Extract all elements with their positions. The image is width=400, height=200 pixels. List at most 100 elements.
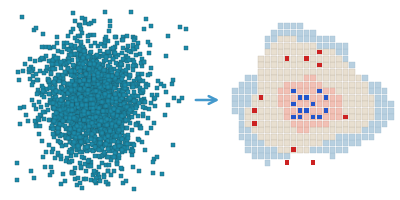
Point bbox=[100, 80, 106, 84]
Point bbox=[82, 177, 89, 181]
Point bbox=[93, 99, 99, 103]
Point bbox=[89, 101, 96, 104]
Point bbox=[114, 115, 120, 118]
Point bbox=[82, 140, 88, 143]
Point bbox=[86, 98, 92, 102]
Point bbox=[89, 106, 95, 109]
Point bbox=[68, 43, 74, 46]
Bar bbox=[310, 69, 316, 74]
Point bbox=[89, 100, 95, 103]
Point bbox=[86, 76, 92, 79]
Point bbox=[96, 97, 102, 100]
Point bbox=[101, 69, 107, 72]
Point bbox=[93, 99, 100, 103]
Point bbox=[103, 71, 110, 74]
Point bbox=[51, 85, 58, 88]
Point bbox=[86, 100, 93, 103]
Point bbox=[103, 104, 109, 107]
Bar bbox=[323, 140, 329, 146]
Point bbox=[105, 101, 112, 105]
Point bbox=[88, 102, 94, 105]
Point bbox=[183, 47, 189, 50]
Point bbox=[139, 72, 145, 75]
Point bbox=[88, 108, 94, 111]
Point bbox=[94, 71, 101, 74]
Bar bbox=[330, 56, 335, 62]
Point bbox=[94, 117, 101, 120]
Point bbox=[36, 100, 43, 103]
Point bbox=[91, 109, 98, 112]
Point bbox=[120, 35, 126, 39]
Point bbox=[69, 171, 76, 175]
Point bbox=[97, 87, 104, 90]
Point bbox=[82, 99, 88, 102]
Point bbox=[94, 86, 100, 89]
Point bbox=[87, 113, 94, 116]
Point bbox=[91, 19, 97, 22]
Point bbox=[105, 98, 111, 101]
Point bbox=[110, 121, 116, 125]
Point bbox=[138, 58, 145, 61]
Point bbox=[67, 98, 74, 101]
Bar bbox=[330, 147, 335, 152]
Point bbox=[87, 105, 94, 108]
Point bbox=[98, 76, 104, 79]
Point bbox=[61, 45, 67, 48]
Point bbox=[78, 96, 84, 99]
Point bbox=[77, 58, 84, 61]
Point bbox=[74, 118, 80, 122]
Point bbox=[91, 90, 97, 93]
Point bbox=[104, 108, 110, 111]
Point bbox=[64, 156, 70, 160]
Point bbox=[82, 104, 88, 107]
Point bbox=[94, 93, 100, 97]
Bar bbox=[258, 88, 264, 94]
Point bbox=[88, 97, 94, 100]
Point bbox=[87, 94, 94, 98]
Point bbox=[92, 103, 98, 107]
Point bbox=[102, 129, 109, 132]
Bar bbox=[278, 88, 283, 94]
Point bbox=[89, 101, 96, 104]
Point bbox=[118, 70, 124, 73]
Point bbox=[99, 102, 106, 105]
Point bbox=[58, 155, 64, 158]
Point bbox=[122, 146, 128, 149]
Point bbox=[124, 64, 131, 68]
Point bbox=[88, 164, 94, 168]
Point bbox=[88, 101, 95, 105]
Point bbox=[89, 121, 96, 125]
Point bbox=[68, 107, 75, 110]
Point bbox=[92, 97, 99, 101]
Point bbox=[70, 71, 77, 74]
Point bbox=[58, 117, 64, 120]
Point bbox=[100, 108, 107, 112]
Point bbox=[58, 118, 65, 121]
Point bbox=[80, 118, 87, 121]
Point bbox=[88, 83, 94, 86]
Point bbox=[67, 161, 74, 164]
Point bbox=[92, 106, 98, 110]
Point bbox=[92, 91, 98, 94]
Point bbox=[71, 84, 77, 87]
Point bbox=[67, 71, 73, 74]
Point bbox=[88, 83, 94, 86]
Point bbox=[86, 89, 92, 92]
Bar bbox=[362, 114, 368, 120]
Point bbox=[78, 90, 85, 93]
Point bbox=[75, 66, 81, 69]
Bar bbox=[264, 56, 270, 62]
Point bbox=[87, 103, 93, 106]
Point bbox=[90, 100, 96, 103]
Bar bbox=[264, 140, 270, 146]
Point bbox=[96, 99, 102, 102]
Point bbox=[139, 99, 146, 103]
Point bbox=[78, 155, 85, 159]
Point bbox=[74, 122, 80, 125]
Point bbox=[85, 99, 91, 102]
Point bbox=[101, 82, 108, 85]
Point bbox=[86, 97, 93, 100]
Point bbox=[86, 93, 92, 97]
Point bbox=[88, 101, 95, 104]
Point bbox=[88, 108, 94, 111]
